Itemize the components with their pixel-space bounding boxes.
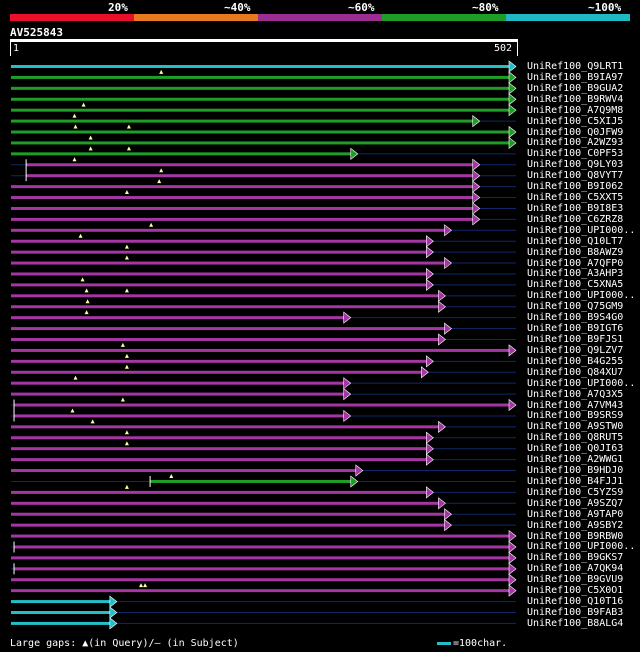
hit-label[interactable]: UniRef100_C0PF53	[527, 148, 624, 160]
hit-label[interactable]: UniRef100_B9SRS9	[527, 410, 624, 422]
hit-label[interactable]: UniRef100_B9GKS7	[527, 552, 624, 564]
hit-label[interactable]: UniRef100_B9IGT6	[527, 323, 624, 335]
gaps-legend: Large gaps: ▲(in Query)/– (in Subject)	[10, 638, 239, 649]
hit-label[interactable]: UniRef100_C5XNA5	[527, 279, 624, 291]
hit-label[interactable]: UniRef100_Q9LRT1	[527, 61, 624, 72]
hit-label[interactable]: UniRef100_B9I8E3	[527, 202, 624, 214]
legend-label: ~80%	[472, 1, 499, 14]
hit-label[interactable]: UniRef100_C5X0O1	[527, 585, 624, 597]
query-ruler	[10, 39, 518, 42]
hit-label[interactable]: UniRef100_Q9LZV7	[527, 344, 624, 356]
hit-label[interactable]: UniRef100_Q10LT7	[527, 235, 624, 247]
scale-swatch	[437, 641, 451, 645]
hit-label[interactable]: UniRef100_B9FAB3	[527, 607, 624, 618]
hit-label[interactable]: UniRef100_Q0JFW9	[527, 126, 624, 138]
legend-bar	[10, 14, 134, 21]
hit-label[interactable]: UniRef100_B9IA97	[527, 71, 624, 83]
ruler-end-label: 502	[494, 43, 513, 54]
hit-label[interactable]: UniRef100_B4FJJ1	[527, 475, 624, 487]
hit-label[interactable]: UniRef100_B9FJS1	[527, 334, 624, 345]
hit-label[interactable]: UniRef100_B8AWZ9	[527, 246, 624, 258]
hit-label[interactable]: UniRef100_Q10T16	[527, 596, 624, 608]
legend-bar	[506, 14, 630, 21]
ruler-end-tick	[517, 42, 518, 56]
hit-label[interactable]: UniRef100_B9RWV4	[527, 93, 624, 105]
hit-label[interactable]: UniRef100_Q8RUT5	[527, 432, 624, 444]
legend-bar	[134, 14, 258, 21]
hit-label[interactable]: UniRef100_C5XXT5	[527, 192, 624, 204]
legend-label: 20%	[108, 1, 128, 14]
hit-label[interactable]: UniRef100_A7Q9M8	[527, 104, 624, 116]
hit-label[interactable]: UniRef100_Q8VYT7	[527, 170, 624, 182]
ruler-start-tick	[10, 42, 11, 56]
hit-label[interactable]: UniRef100_B9HDJ0	[527, 465, 624, 477]
identity-legend: 20% ~40% ~60% ~80% ~100%	[0, 0, 640, 24]
hit-label[interactable]: UniRef100_UPI000..	[527, 224, 636, 236]
legend-bar	[382, 14, 506, 21]
hit-label[interactable]: UniRef100_A9STW0	[527, 421, 624, 433]
hit-label[interactable]: UniRef100_B9GVU9	[527, 574, 624, 586]
hit-label[interactable]: UniRef100_UPI000..	[527, 541, 636, 553]
hit-label[interactable]: UniRef100_UPI000..	[527, 290, 636, 302]
hit-label[interactable]: UniRef100_A7Q3X5	[527, 388, 624, 400]
scale-legend: =100char.	[437, 638, 507, 649]
hit-label[interactable]: UniRef100_B4G255	[527, 355, 624, 367]
hit-label[interactable]: UniRef100_B9RBW0	[527, 530, 624, 542]
hit-label[interactable]: UniRef100_A7QK94	[527, 563, 624, 575]
hit-label[interactable]: UniRef100_A9SBY2	[527, 519, 624, 531]
hit-label[interactable]: UniRef100_A7QFP0	[527, 257, 624, 269]
hit-label[interactable]: UniRef100_Q9LY03	[527, 159, 624, 171]
hit-label[interactable]: UniRef100_A2WWG1	[527, 454, 624, 466]
hit-label[interactable]: UniRef100_A9SZQ7	[527, 497, 624, 509]
hit-label[interactable]: UniRef100_B9GUA2	[527, 82, 624, 94]
hit-label[interactable]: UniRef100_C5XIJ5	[527, 115, 624, 127]
hit-label[interactable]: UniRef100_B9S4G0	[527, 312, 624, 324]
hit-label[interactable]: UniRef100_A3AHP3	[527, 268, 624, 280]
hit-label[interactable]: UniRef100_Q0JI63	[527, 443, 624, 455]
hit-label[interactable]: UniRef100_B9I062	[527, 181, 624, 193]
legend-label: ~60%	[348, 1, 375, 14]
hit-label[interactable]: UniRef100_A7VM43	[527, 399, 624, 411]
hit-label[interactable]: UniRef100_C6ZRZ8	[527, 213, 624, 225]
hit-label[interactable]: UniRef100_A9TAP0	[527, 508, 624, 520]
legend-label: ~100%	[588, 1, 622, 14]
hit-label[interactable]: UniRef100_B8ALG4	[527, 617, 624, 629]
legend-label: ~40%	[224, 1, 251, 14]
hit-label[interactable]: UniRef100_Q84XU7	[527, 366, 624, 378]
hit-label[interactable]: UniRef100_Q75GM9	[527, 301, 624, 313]
hit-label[interactable]: UniRef100_UPI000..	[527, 377, 636, 389]
ruler-start-label: 1	[13, 43, 20, 54]
legend-bar	[258, 14, 382, 21]
scale-label: =100char.	[453, 638, 508, 649]
hit-label[interactable]: UniRef100_C5YZS9	[527, 486, 624, 498]
query-name: AV525843	[10, 26, 63, 39]
hit-label[interactable]: UniRef100_A2WZ93	[527, 137, 624, 149]
